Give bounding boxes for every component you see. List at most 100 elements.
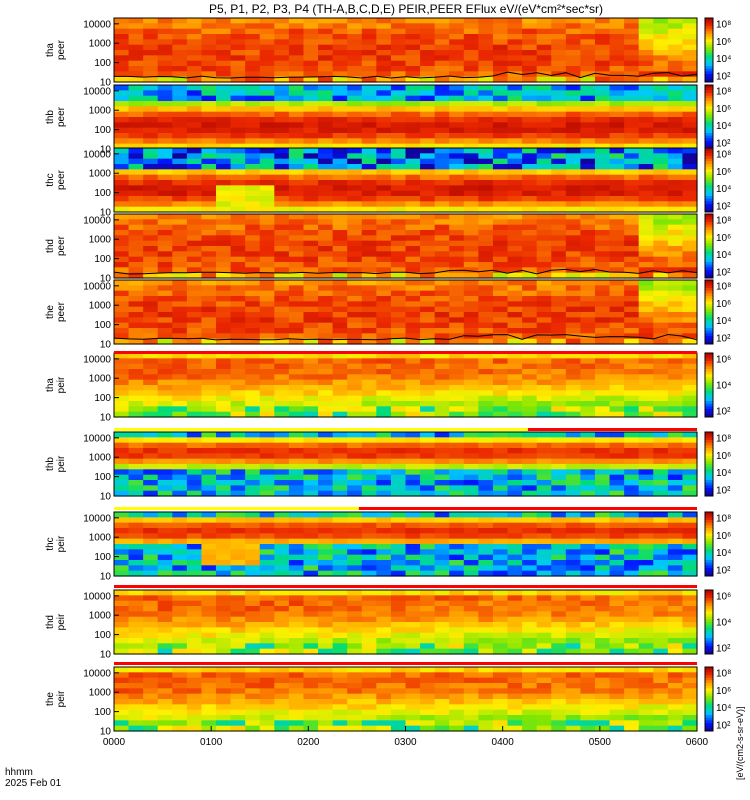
heatmap-cell: [551, 390, 567, 397]
heatmap-cell: [216, 672, 232, 679]
colorbar-step: [705, 301, 713, 305]
heatmap-cell: [361, 469, 377, 476]
heatmap-cell: [624, 570, 640, 577]
heatmap-cell: [288, 464, 305, 470]
heatmap-cell: [303, 379, 319, 386]
heatmap-cell: [565, 262, 581, 268]
heatmap-cell: [420, 693, 436, 700]
heatmap-cell: [522, 448, 538, 454]
heatmap-cell: [507, 28, 523, 35]
heatmap-cell: [259, 240, 275, 247]
heatmap-cell: [624, 643, 640, 650]
colorbar-step: [705, 469, 713, 473]
heatmap-cell: [157, 512, 173, 518]
heatmap-cell: [274, 44, 290, 51]
colorbar-step: [705, 138, 713, 142]
heatmap-cell: [157, 565, 173, 572]
heatmap-cell: [376, 290, 392, 297]
heatmap-cell: [580, 44, 596, 51]
heatmap-cell: [667, 251, 684, 258]
heatmap-cell: [128, 66, 144, 72]
heatmap-cell: [565, 39, 581, 46]
heatmap-cell: [245, 704, 261, 711]
heatmap-cell: [114, 406, 130, 413]
heatmap-cell: [522, 363, 538, 370]
heatmap-cell: [376, 50, 392, 56]
heatmap-cell: [376, 632, 392, 639]
heatmap-cell: [580, 127, 596, 134]
heatmap-cell: [478, 560, 494, 566]
heatmap-cell: [128, 290, 144, 297]
heatmap-cell: [303, 667, 319, 673]
heatmap-cell: [667, 285, 684, 292]
heatmap-cell: [638, 627, 654, 634]
heatmap-cell: [318, 565, 334, 572]
heatmap-cell: [288, 358, 305, 365]
heatmap-cell: [245, 638, 261, 644]
heatmap-cell: [551, 85, 567, 91]
heatmap-cell: [390, 174, 407, 181]
heatmap-cell: [332, 632, 348, 639]
heatmap-cell: [143, 528, 159, 534]
heatmap-cell: [580, 90, 596, 97]
heatmap-cell: [434, 485, 450, 492]
heatmap-cell: [609, 480, 625, 486]
heatmap-cell: [245, 622, 261, 628]
heatmap-cell: [551, 285, 567, 292]
heatmap-cell: [609, 411, 625, 418]
heatmap-cell: [478, 406, 494, 413]
heatmap-cell: [143, 39, 159, 46]
heatmap-cell: [449, 296, 465, 302]
heatmap-cell: [580, 358, 596, 365]
heatmap-cell: [303, 111, 319, 118]
heatmap-cell: [201, 71, 217, 78]
heatmap-cell: [449, 251, 465, 258]
heatmap-cell: [303, 246, 319, 252]
heatmap-cell: [376, 353, 392, 359]
heatmap-cell: [420, 554, 436, 561]
heatmap-cell: [449, 180, 465, 186]
heatmap-cell: [259, 693, 275, 700]
heatmap-cell: [303, 285, 319, 292]
heatmap-cell: [332, 538, 348, 545]
heatmap-cell: [390, 23, 407, 30]
heatmap-cell: [361, 34, 377, 40]
heatmap-cell: [259, 374, 275, 381]
heatmap-cell: [303, 95, 319, 102]
heatmap-cell: [259, 442, 275, 449]
heatmap-cell: [522, 106, 538, 113]
heatmap-cell: [347, 411, 363, 418]
heatmap-cell: [463, 469, 479, 476]
heatmap-cell: [303, 312, 319, 318]
heatmap-cell: [361, 235, 377, 242]
heatmap-cell: [405, 312, 421, 318]
heatmap-cell: [332, 50, 348, 56]
heatmap-cell: [303, 60, 319, 67]
heatmap-cell: [274, 256, 290, 263]
heatmap-cell: [274, 677, 290, 684]
heatmap-cell: [463, 214, 479, 220]
heatmap-cell: [449, 39, 465, 46]
heatmap-cell: [318, 60, 334, 67]
heatmap-cell: [682, 60, 698, 67]
heatmap-cell: [405, 411, 421, 418]
heatmap-cell: [143, 44, 159, 51]
heatmap-cell: [347, 18, 363, 24]
heatmap-cell: [376, 672, 392, 679]
heatmap-cell: [230, 538, 246, 545]
heatmap-cell: [201, 240, 217, 247]
heatmap-cell: [157, 622, 173, 628]
heatmap-cell: [245, 133, 261, 139]
heatmap-cell: [624, 622, 640, 628]
heatmap-cell: [638, 590, 654, 596]
heatmap-cell: [274, 158, 290, 165]
heatmap-cell: [594, 28, 611, 35]
heatmap-cell: [376, 240, 392, 247]
heatmap-cell: [303, 18, 319, 24]
heatmap-cell: [594, 453, 611, 460]
heatmap-cell: [478, 143, 494, 150]
heatmap-cell: [128, 549, 144, 556]
heatmap-cell: [551, 133, 567, 139]
heatmap-cell: [653, 538, 669, 545]
heatmap-cell: [186, 224, 203, 231]
